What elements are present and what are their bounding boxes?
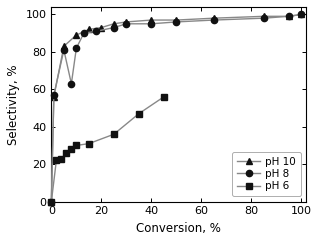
pH 6 <box>162 95 166 98</box>
pH 8 <box>62 49 66 52</box>
pH 10 <box>62 45 66 48</box>
pH 10 <box>300 13 303 16</box>
pH 6 <box>49 200 53 203</box>
pH 10 <box>74 34 78 37</box>
pH 10 <box>52 95 56 98</box>
pH 6 <box>55 159 58 162</box>
pH 8 <box>287 15 291 18</box>
pH 8 <box>212 19 216 22</box>
pH 6 <box>70 148 73 151</box>
pH 8 <box>124 22 128 25</box>
pH 10 <box>262 15 266 18</box>
pH 8 <box>49 200 53 203</box>
pH 6 <box>87 142 91 145</box>
pH 6 <box>137 112 141 115</box>
pH 8 <box>82 32 86 35</box>
pH 8 <box>74 47 78 50</box>
pH 6 <box>64 151 68 154</box>
X-axis label: Conversion, %: Conversion, % <box>137 222 221 235</box>
Line: pH 6: pH 6 <box>48 94 167 205</box>
pH 10 <box>287 15 291 18</box>
pH 8 <box>52 93 56 96</box>
pH 10 <box>87 28 91 31</box>
Legend: pH 10, pH 8, pH 6: pH 10, pH 8, pH 6 <box>232 152 301 197</box>
pH 10 <box>212 17 216 20</box>
pH 10 <box>174 19 178 22</box>
pH 10 <box>112 22 116 25</box>
pH 6 <box>112 133 116 136</box>
Line: pH 8: pH 8 <box>48 11 305 205</box>
pH 6 <box>59 157 63 160</box>
Y-axis label: Selectivity, %: Selectivity, % <box>7 64 20 144</box>
pH 8 <box>70 82 73 85</box>
pH 8 <box>174 21 178 23</box>
Line: pH 10: pH 10 <box>48 11 305 205</box>
pH 8 <box>262 17 266 20</box>
pH 8 <box>112 26 116 29</box>
pH 10 <box>124 21 128 23</box>
pH 6 <box>74 144 78 147</box>
pH 8 <box>94 30 98 33</box>
pH 10 <box>100 26 103 29</box>
pH 8 <box>300 13 303 16</box>
pH 10 <box>150 19 153 22</box>
pH 8 <box>150 22 153 25</box>
pH 10 <box>49 200 53 203</box>
